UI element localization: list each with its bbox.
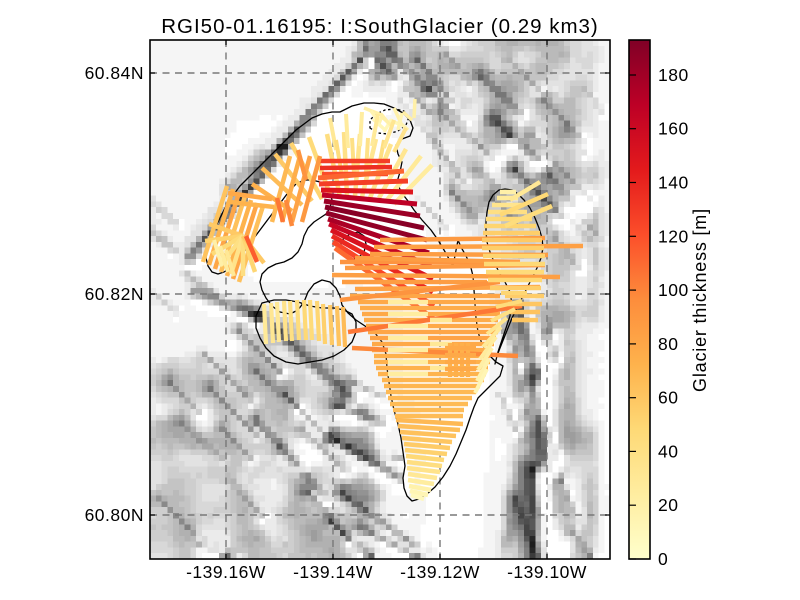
svg-text:Glacier thickness [m]: Glacier thickness [m] (690, 208, 710, 392)
svg-text:60.80N: 60.80N (85, 505, 144, 525)
svg-text:-139.14W: -139.14W (293, 562, 373, 582)
svg-text:60.82N: 60.82N (85, 284, 144, 304)
svg-text:-139.12W: -139.12W (400, 562, 480, 582)
svg-text:160: 160 (658, 119, 689, 139)
svg-text:-139.16W: -139.16W (186, 562, 266, 582)
svg-text:40: 40 (658, 441, 678, 461)
svg-text:0: 0 (658, 549, 668, 569)
svg-text:100: 100 (658, 280, 689, 300)
svg-text:180: 180 (658, 65, 689, 85)
svg-text:60: 60 (658, 388, 678, 408)
svg-text:80: 80 (658, 334, 678, 354)
svg-text:-139.10W: -139.10W (507, 562, 587, 582)
svg-text:60.84N: 60.84N (85, 63, 144, 83)
svg-text:140: 140 (658, 173, 689, 193)
svg-text:20: 20 (658, 495, 678, 515)
svg-text:RGI50-01.16195: I:SouthGlacier: RGI50-01.16195: I:SouthGlacier (0.29 km3… (161, 15, 599, 38)
svg-text:120: 120 (658, 226, 689, 246)
